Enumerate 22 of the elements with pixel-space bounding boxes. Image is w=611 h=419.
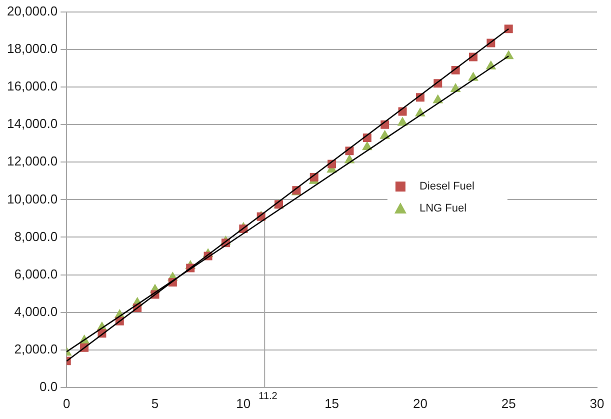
y-tick-label: 18,000.0 [6,41,58,56]
y-tick-label: 2,000.0 [14,341,58,356]
x-tick-label: 30 [590,396,604,411]
y-tick-label: 14,000.0 [6,116,58,132]
x-tick-label: 15 [324,396,340,411]
y-tick-label: 20,000.0 [6,4,58,19]
x-tick-label: 25 [501,396,516,411]
y-tick-label: 16,000.0 [6,78,58,94]
x-tick-label: 20 [412,396,428,411]
x-tick-label: 5 [151,396,159,411]
ref-line-label: 11.2 [258,391,278,402]
y-tick-label: 10,000.0 [6,191,58,206]
point [504,24,513,34]
y-tick-label: 4,000.0 [14,304,58,319]
legend-label: LNG Fuel [419,202,467,215]
y-tick-label: 12,000.0 [6,154,58,169]
x-tick-label: 10 [236,396,251,411]
y-tick-label: 0.0 [40,378,58,394]
legend-label: Diesel Fuel [419,180,474,193]
x-tick-label: 0 [62,396,70,411]
y-tick-label: 6,000.0 [14,266,58,282]
y-tick-label: 8,000.0 [14,228,58,244]
